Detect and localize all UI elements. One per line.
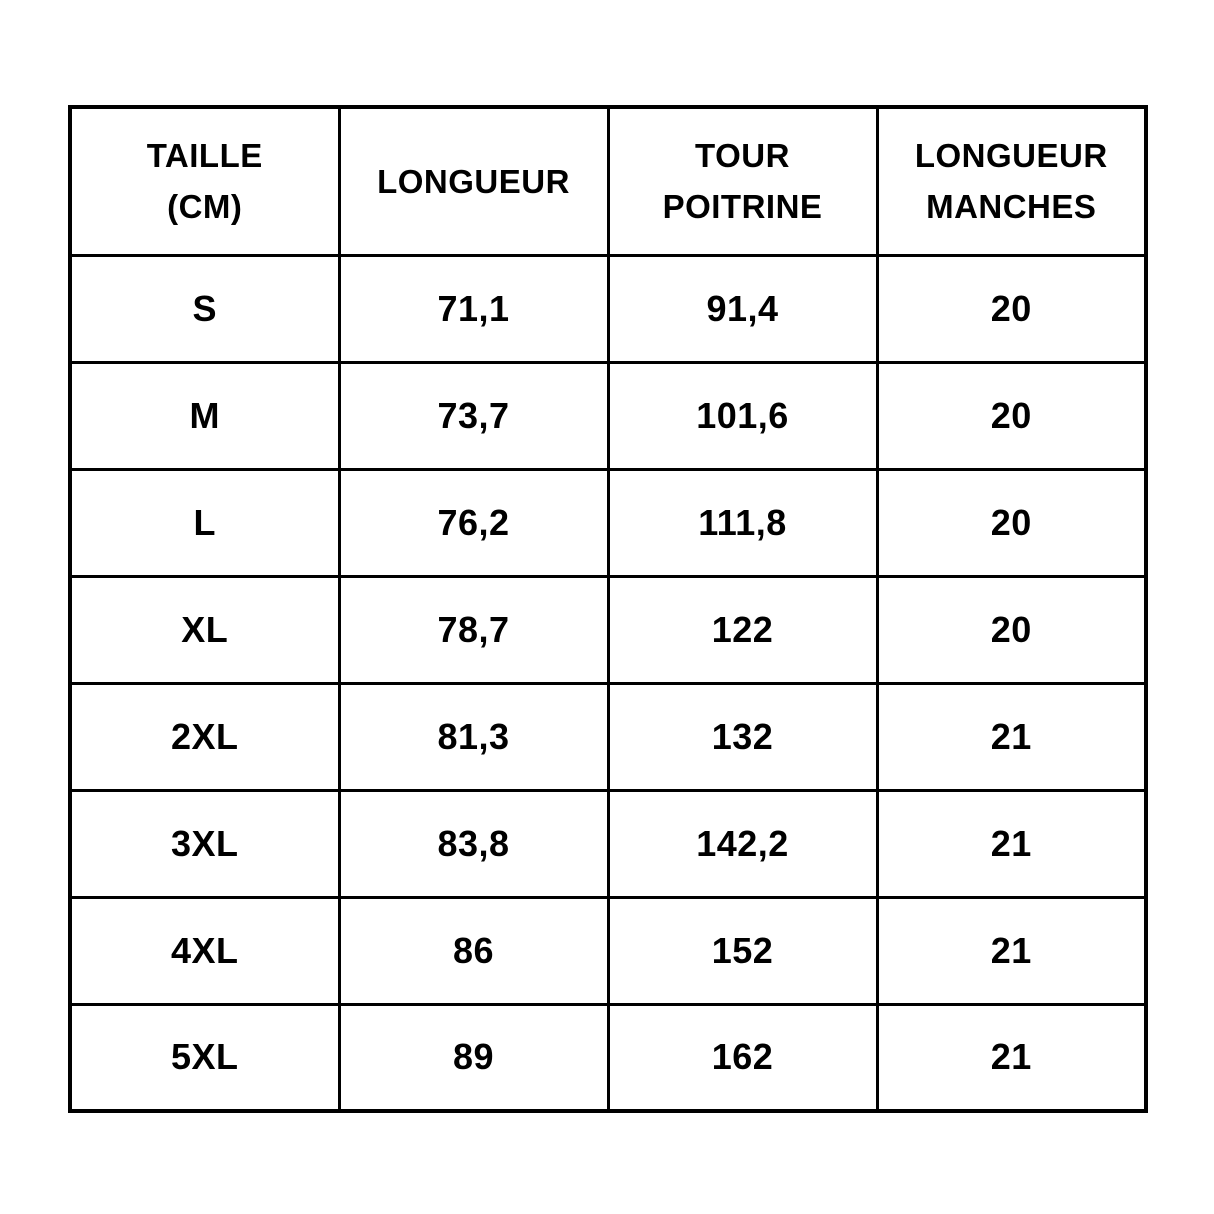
cell-tour-poitrine: 152	[606, 895, 879, 1006]
header-row: TAILLE (CM) LONGUEUR TOUR POITRINE LONGU…	[68, 105, 1148, 257]
column-header-longueur: LONGUEUR	[337, 105, 610, 257]
cell-size: 5XL	[68, 1002, 341, 1113]
table-body: S 71,1 91,4 20 M 73,7 101,6 20 L 76,2 11…	[68, 253, 1148, 1113]
cell-longueur: 76,2	[337, 467, 610, 578]
cell-size: XL	[68, 574, 341, 685]
column-header-taille: TAILLE (CM)	[68, 105, 341, 257]
cell-longueur: 83,8	[337, 788, 610, 899]
size-chart-container: TAILLE (CM) LONGUEUR TOUR POITRINE LONGU…	[68, 105, 1148, 1113]
cell-size: 3XL	[68, 788, 341, 899]
cell-size: M	[68, 360, 341, 471]
cell-longueur-manches: 21	[875, 895, 1148, 1006]
cell-longueur: 86	[337, 895, 610, 1006]
cell-longueur: 81,3	[337, 681, 610, 792]
table-row-l: L 76,2 111,8 20	[68, 467, 1148, 578]
cell-tour-poitrine: 142,2	[606, 788, 879, 899]
cell-tour-poitrine: 91,4	[606, 253, 879, 364]
cell-tour-poitrine: 111,8	[606, 467, 879, 578]
cell-longueur-manches: 21	[875, 788, 1148, 899]
cell-tour-poitrine: 122	[606, 574, 879, 685]
table-row-s: S 71,1 91,4 20	[68, 253, 1148, 364]
cell-longueur: 89	[337, 1002, 610, 1113]
cell-tour-poitrine: 132	[606, 681, 879, 792]
table-row-m: M 73,7 101,6 20	[68, 360, 1148, 471]
cell-longueur: 73,7	[337, 360, 610, 471]
cell-longueur-manches: 20	[875, 467, 1148, 578]
table-row-4xl: 4XL 86 152 21	[68, 895, 1148, 1006]
cell-longueur-manches: 21	[875, 681, 1148, 792]
table-header: TAILLE (CM) LONGUEUR TOUR POITRINE LONGU…	[68, 105, 1148, 257]
table-row-5xl: 5XL 89 162 21	[68, 1002, 1148, 1113]
cell-longueur: 78,7	[337, 574, 610, 685]
cell-tour-poitrine: 162	[606, 1002, 879, 1113]
size-chart-table: TAILLE (CM) LONGUEUR TOUR POITRINE LONGU…	[68, 105, 1148, 1113]
cell-longueur-manches: 20	[875, 574, 1148, 685]
cell-tour-poitrine: 101,6	[606, 360, 879, 471]
table-row-xl: XL 78,7 122 20	[68, 574, 1148, 685]
cell-size: S	[68, 253, 341, 364]
cell-longueur: 71,1	[337, 253, 610, 364]
cell-longueur-manches: 21	[875, 1002, 1148, 1113]
cell-size: 4XL	[68, 895, 341, 1006]
cell-longueur-manches: 20	[875, 253, 1148, 364]
cell-size: L	[68, 467, 341, 578]
column-header-tour-poitrine: TOUR POITRINE	[606, 105, 879, 257]
table-row-2xl: 2XL 81,3 132 21	[68, 681, 1148, 792]
column-header-longueur-manches: LONGUEUR MANCHES	[875, 105, 1148, 257]
cell-longueur-manches: 20	[875, 360, 1148, 471]
table-row-3xl: 3XL 83,8 142,2 21	[68, 788, 1148, 899]
cell-size: 2XL	[68, 681, 341, 792]
